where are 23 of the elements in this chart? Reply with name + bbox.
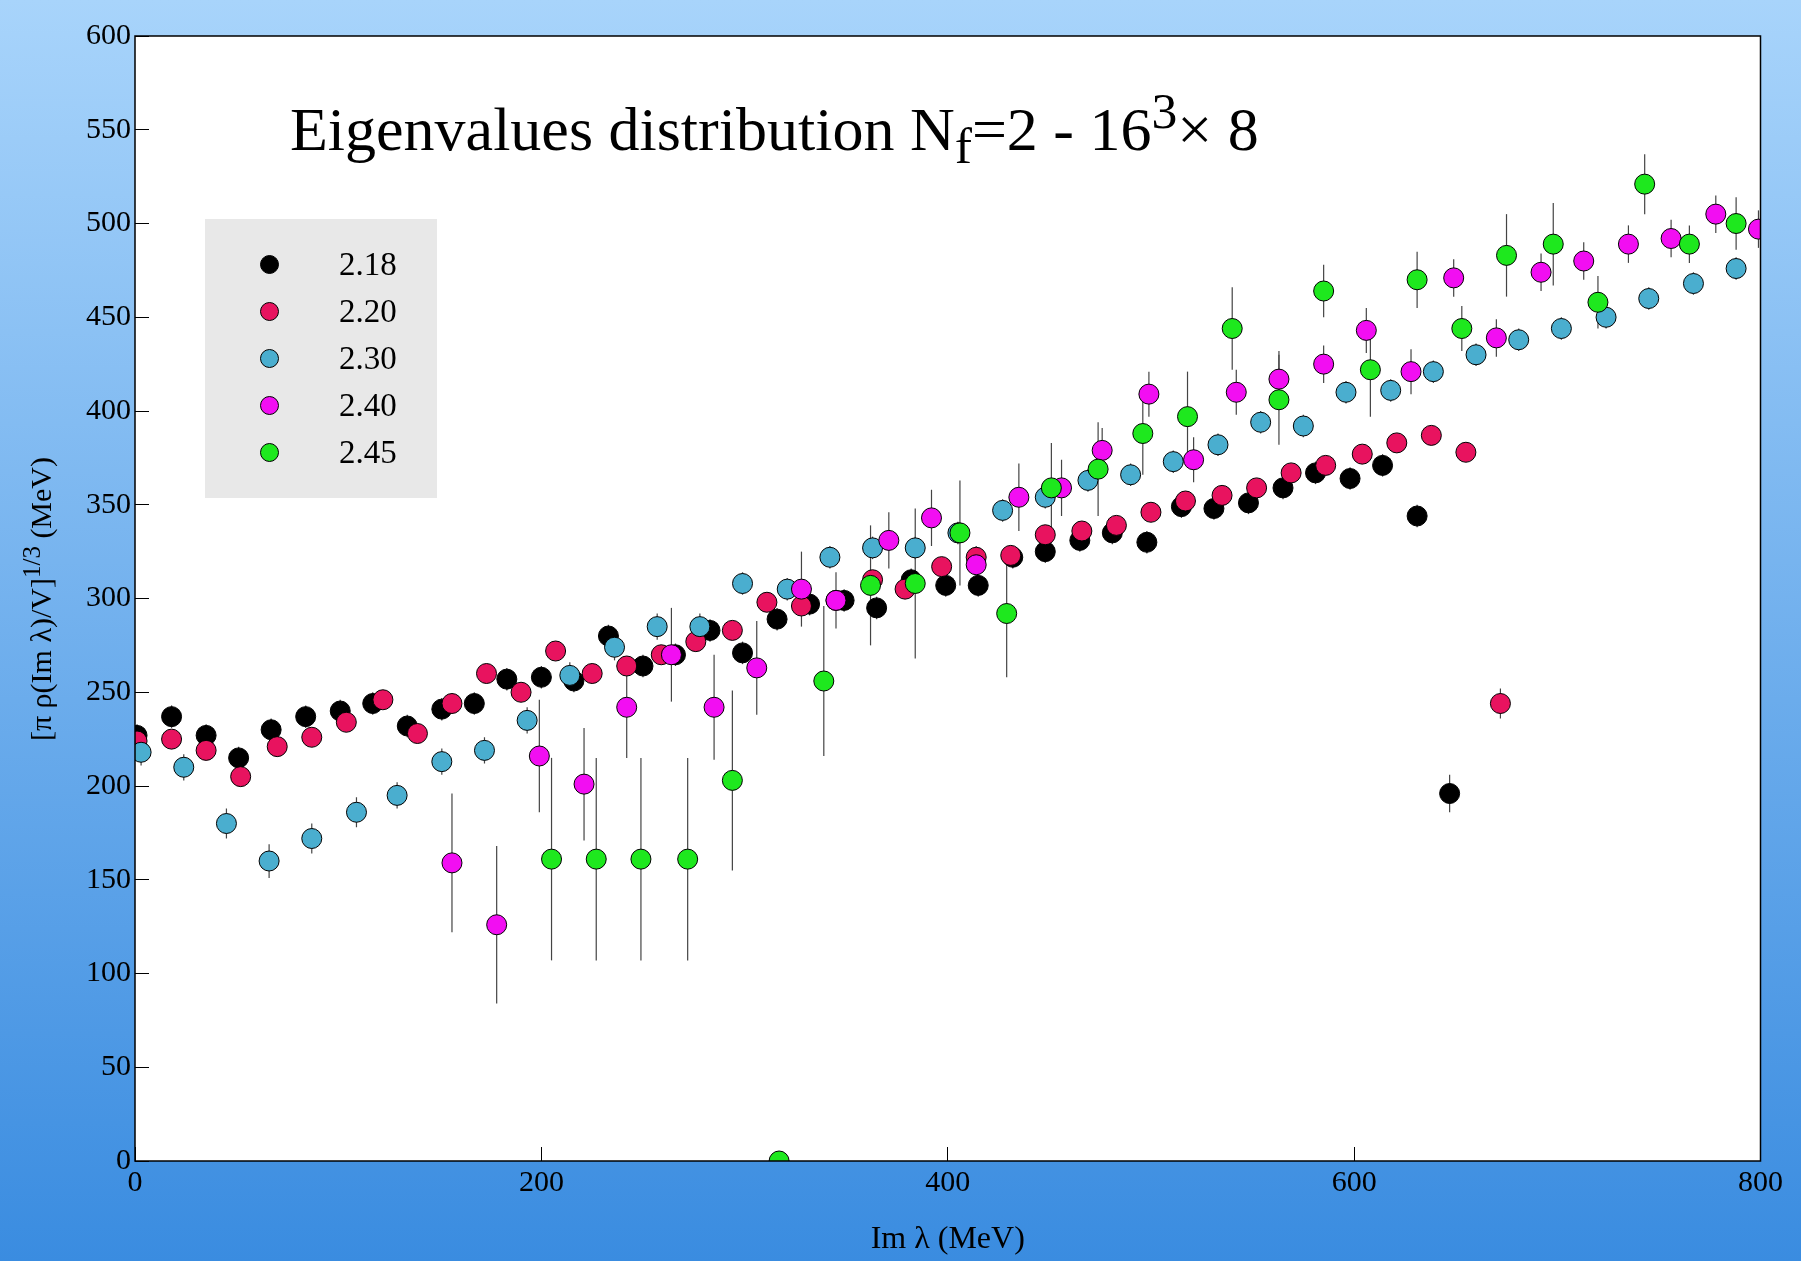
y-tick-label: 200 xyxy=(86,766,131,800)
legend-label: 2.20 xyxy=(339,293,397,330)
legend-label: 2.40 xyxy=(339,387,397,424)
y-tick-label: 250 xyxy=(86,673,131,707)
legend-label: 2.45 xyxy=(339,434,397,471)
y-tick-label: 350 xyxy=(86,485,131,519)
y-tick-label: 150 xyxy=(86,860,131,894)
legend-label: 2.18 xyxy=(339,246,397,283)
y-tick-label: 550 xyxy=(86,110,131,144)
text: Eigenvalues distribution N$_{f}$=2 - 16$^{3}$× 8 xyxy=(290,81,1259,176)
x-axis-title: Im λ (MeV) xyxy=(870,1219,1025,1256)
y-tick-label: 600 xyxy=(86,16,131,50)
y-tick-label: 100 xyxy=(86,954,131,988)
x-tick-label: 400 xyxy=(925,1163,971,1197)
y-tick-label: 300 xyxy=(86,579,131,613)
legend-label: 2.30 xyxy=(339,340,397,377)
y-tick-label: 450 xyxy=(86,298,131,332)
x-tick-label: 600 xyxy=(1331,1163,1377,1197)
y-tick-label: 50 xyxy=(101,1048,131,1082)
y-tick-label: 400 xyxy=(86,391,131,425)
x-tick-label: 200 xyxy=(518,1163,564,1197)
y-tick-label: 500 xyxy=(86,204,131,238)
x-tick-label: 800 xyxy=(1738,1163,1783,1197)
